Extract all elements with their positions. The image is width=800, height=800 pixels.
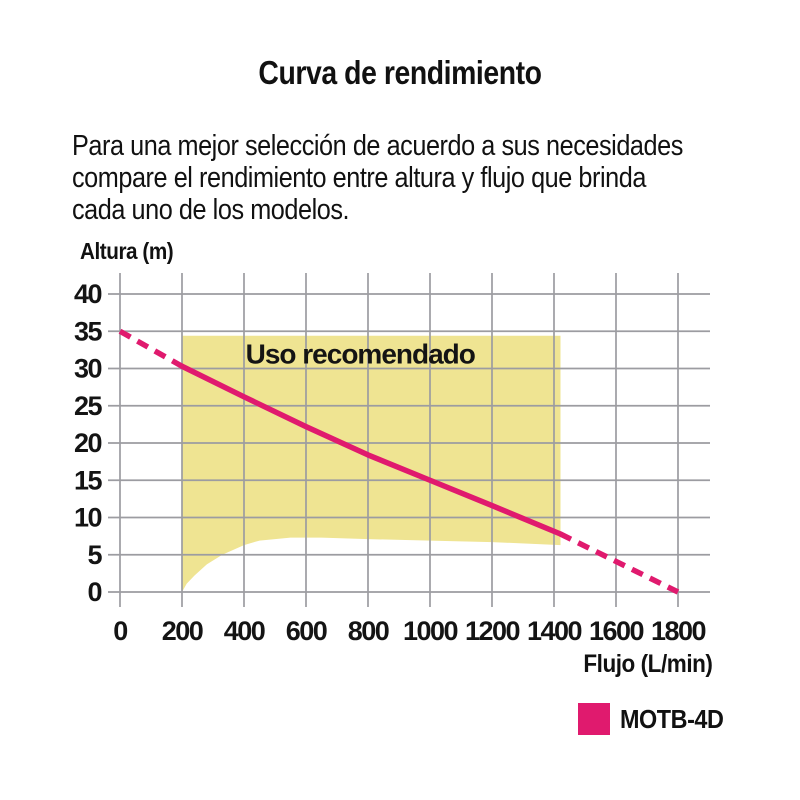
y-tick-label-5: 5 — [87, 540, 102, 570]
y-tick-label-40: 40 — [74, 279, 102, 309]
y-axis-label: Altura (m) — [80, 238, 174, 264]
series-motb-4d-dashed-0 — [118, 328, 184, 369]
x-tick-label-1000: 1000 — [403, 616, 458, 646]
x-tick-label-400: 400 — [224, 616, 265, 646]
legend-swatch-motb-4d — [578, 703, 610, 735]
legend-label-motb-4d: MOTB-4D — [620, 703, 724, 734]
x-axis-label: Flujo (L/min) — [582, 650, 713, 678]
x-tick-label-1200: 1200 — [465, 616, 520, 646]
x-tick-label-1400: 1400 — [527, 616, 582, 646]
y-tick-label-35: 35 — [74, 316, 103, 346]
chart-title: Curva de rendimiento — [258, 54, 542, 91]
y-tick-label-15: 15 — [74, 465, 103, 495]
chart-description: Para una mejor selección de acuerdo a su… — [72, 130, 751, 226]
series-motb-4d-solid-1 — [179, 363, 563, 537]
description-line-1: Para una mejor selección de acuerdo a su… — [72, 130, 683, 162]
x-tick-label-1800: 1800 — [651, 616, 706, 646]
legend: MOTB-4D — [578, 703, 735, 735]
recommended-region — [182, 335, 561, 592]
description-line-2: compare el rendimiento entre altura y fl… — [72, 162, 646, 194]
y-tick-label-25: 25 — [74, 391, 103, 421]
x-tick-label-200: 200 — [162, 616, 203, 646]
y-tick-label-20: 20 — [74, 428, 102, 458]
description-line-3: cada uno de los modelos. — [72, 194, 350, 226]
y-tick-label-10: 10 — [74, 503, 102, 533]
y-tick-label-0: 0 — [87, 577, 101, 607]
x-tick-label-0: 0 — [113, 616, 127, 646]
region-label: Uso recomendado — [246, 339, 476, 370]
series-motb-4d-dashed-2 — [558, 531, 680, 595]
x-tick-label-600: 600 — [286, 616, 327, 646]
x-tick-label-800: 800 — [348, 616, 389, 646]
y-tick-label-30: 30 — [74, 354, 102, 384]
x-tick-label-1600: 1600 — [589, 616, 644, 646]
